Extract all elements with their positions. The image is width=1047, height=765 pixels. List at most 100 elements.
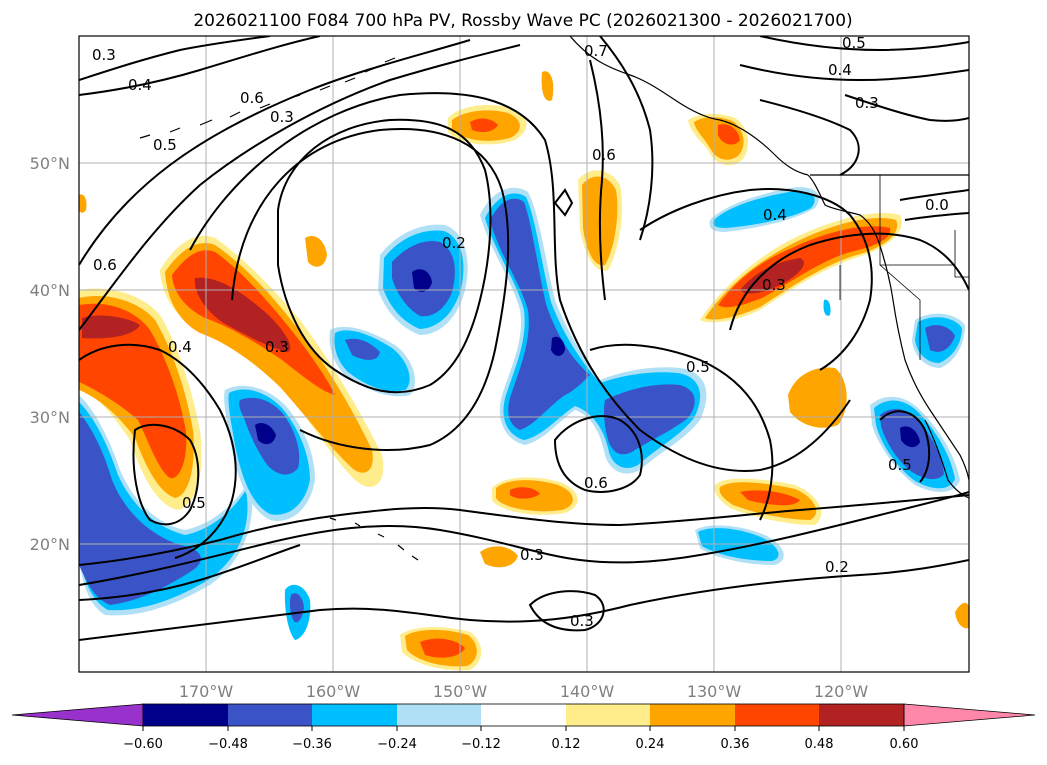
colorbar-tick-label: −0.12 xyxy=(461,737,501,752)
lon-tick-label: 150°W xyxy=(433,682,488,701)
colorbar-tick-label: −0.60 xyxy=(123,737,163,752)
contour-inner-ring xyxy=(277,118,492,394)
anomaly-west-edge-pos xyxy=(79,194,87,213)
contour-nw-03 xyxy=(79,36,271,81)
contour-sw-02 xyxy=(79,544,301,601)
contour-label: 0.6 xyxy=(93,256,117,274)
contour-labels: 0.3 0.4 0.6 0.5 0.3 0.7 0.5 0.4 0.3 0.6 … xyxy=(92,36,949,630)
anomaly-158w-neg-core xyxy=(345,338,380,360)
contour-west-05 xyxy=(79,44,521,331)
us-west-coast xyxy=(877,239,969,481)
contour-ne-03 xyxy=(759,99,860,176)
colorbar-segment xyxy=(819,704,904,726)
lon-tick-label: 140°W xyxy=(560,682,615,701)
anomaly-165w-neg-south-core xyxy=(289,593,304,623)
bc-coast xyxy=(807,174,879,241)
state-borders xyxy=(839,175,969,360)
contour-label: 0.5 xyxy=(153,136,177,154)
anomaly-west-pos-core xyxy=(82,315,140,339)
contour-label: 0.3 xyxy=(92,46,116,64)
contour-south-04 xyxy=(79,494,969,566)
colorbar-tick-label: 0.36 xyxy=(721,737,750,752)
colorbar-frame xyxy=(142,703,905,727)
colorbar-segment xyxy=(566,704,650,726)
contour-label: 0.6 xyxy=(240,89,264,107)
lon-tick-label: 130°W xyxy=(687,682,742,701)
contour-04-east xyxy=(639,188,873,371)
anomaly-128w-pos xyxy=(788,367,847,428)
colorbar-segment xyxy=(397,704,481,726)
lat-tick-label: 50°N xyxy=(30,154,70,173)
contour-ne-04 xyxy=(739,64,969,82)
lon-tick-label: 120°W xyxy=(814,682,869,701)
contour-east-03 xyxy=(904,212,969,221)
contour-label: 0.5 xyxy=(686,358,710,376)
contour-central-loop xyxy=(231,128,510,451)
contour-label: 0.7 xyxy=(584,42,608,60)
contour-label: 0.5 xyxy=(888,456,912,474)
anomaly-130w-pos-core xyxy=(740,490,800,506)
colorbar-segment xyxy=(735,704,819,726)
contour-east-02 xyxy=(899,189,969,201)
contour-label: 0.3 xyxy=(520,546,544,564)
anomaly-145w-neg-inner xyxy=(490,198,590,430)
colorbar-segment xyxy=(228,704,312,726)
colorbar-tick-label: 0.48 xyxy=(805,737,834,752)
chart-title: 2026021100 F084 700 hPa PV, Rossby Wave … xyxy=(193,11,852,31)
anomaly-baja-neg-core xyxy=(900,426,920,448)
contour-ne-05 xyxy=(759,36,969,52)
contour-label: 0.3 xyxy=(270,108,294,126)
contour-label: 0.3 xyxy=(855,94,879,112)
latitude-labels: 50°N 40°N 30°N 20°N xyxy=(30,154,70,554)
anomaly-145w-pos-core xyxy=(510,487,540,499)
contour-west-loop xyxy=(132,423,200,526)
contour-04-west xyxy=(79,343,237,559)
graticule xyxy=(79,36,969,672)
colorbar-tick-label: −0.36 xyxy=(292,737,332,752)
contour-label: 0.0 xyxy=(925,196,949,214)
anomaly-alaska-pos-core xyxy=(718,124,740,145)
lat-tick-label: 30°N xyxy=(30,408,70,427)
anomaly-alaska-neg xyxy=(713,191,815,228)
map-area: 0.3 0.4 0.6 0.5 0.3 0.7 0.5 0.4 0.3 0.6 … xyxy=(79,36,969,672)
lon-tick-label: 170°W xyxy=(179,682,234,701)
colorbar-segment xyxy=(143,704,228,726)
anomaly-oregon-neg xyxy=(823,299,831,316)
anomaly-165w-neg-core xyxy=(255,423,276,445)
alaska-coast xyxy=(569,36,809,176)
colorbar: −0.60 −0.48 −0.36 −0.24 −0.12 0.12 0.24 … xyxy=(11,703,1036,752)
colorbar-tick-label: −0.48 xyxy=(208,737,248,752)
colorbar-segment xyxy=(650,704,735,726)
negative-pv-anomalies xyxy=(79,187,965,640)
contour-west-06 xyxy=(79,39,471,266)
anomaly-150w-pos-core xyxy=(420,638,465,658)
contour-label: 0.3 xyxy=(762,276,786,294)
contour-135w-loop xyxy=(553,415,643,493)
pv-contours xyxy=(79,36,969,641)
hawaii-islands xyxy=(329,517,419,561)
anomaly-160w-pos-core xyxy=(194,277,291,352)
colorbar-extend-high xyxy=(903,703,1036,727)
anomaly-150w-neg-core xyxy=(412,269,432,292)
contour-diamond xyxy=(553,188,574,217)
colorbar-segment xyxy=(481,704,566,726)
anomaly-north-pos-small xyxy=(541,71,554,101)
contour-label: 0.4 xyxy=(168,338,192,356)
contour-ne-03b xyxy=(844,94,969,122)
map-frame xyxy=(78,35,970,673)
positive-pv-anomalies xyxy=(79,71,969,671)
anomaly-north-pos-core xyxy=(470,118,498,133)
contour-label: 0.4 xyxy=(828,61,852,79)
lat-tick-label: 40°N xyxy=(30,281,70,300)
anomaly-edge-pos xyxy=(955,602,969,629)
contour-south-03 xyxy=(79,491,969,586)
anomaly-west-neg-inner xyxy=(79,412,201,605)
anomaly-nevada-neg-core xyxy=(925,325,955,352)
contour-nw-04 xyxy=(79,36,321,96)
contour-alaska-07 xyxy=(599,36,654,241)
contour-label: 0.6 xyxy=(592,146,616,164)
anomaly-135w-neg-inner xyxy=(604,384,695,455)
contour-label: 0.2 xyxy=(825,558,849,576)
contour-label: 0.4 xyxy=(128,76,152,94)
